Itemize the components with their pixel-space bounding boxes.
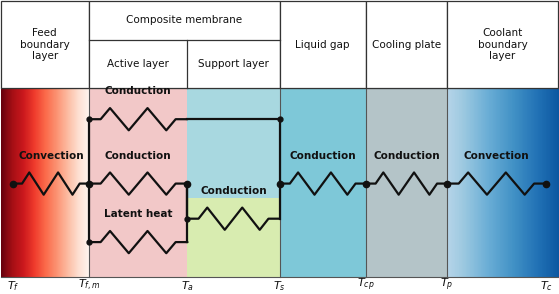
Text: $T_a$: $T_a$ xyxy=(181,280,194,293)
Bar xyxy=(1,1,89,88)
Text: Conduction: Conduction xyxy=(373,151,440,161)
Bar xyxy=(366,88,447,277)
Text: $T_s$: $T_s$ xyxy=(273,280,286,293)
Bar xyxy=(366,1,447,88)
Bar xyxy=(89,88,187,277)
Text: $T_{f,m}$: $T_{f,m}$ xyxy=(78,278,100,293)
Text: Conduction: Conduction xyxy=(200,186,267,196)
Text: Active layer: Active layer xyxy=(107,59,169,69)
Text: $T_p$: $T_p$ xyxy=(440,277,453,293)
Text: Liquid gap: Liquid gap xyxy=(296,40,350,50)
Text: Latent heat: Latent heat xyxy=(104,209,172,219)
Bar xyxy=(447,1,558,88)
Text: Support layer: Support layer xyxy=(198,59,269,69)
Text: Conduction: Conduction xyxy=(105,86,172,96)
Text: Conduction: Conduction xyxy=(105,151,172,161)
Bar xyxy=(280,88,366,277)
Text: Composite membrane: Composite membrane xyxy=(126,16,242,26)
Text: Convection: Convection xyxy=(18,151,84,161)
Text: $T_{cp}$: $T_{cp}$ xyxy=(357,277,375,293)
Text: Conduction: Conduction xyxy=(290,151,356,161)
Text: $T_f$: $T_f$ xyxy=(7,280,19,293)
Bar xyxy=(89,1,280,88)
Text: Cooling plate: Cooling plate xyxy=(372,40,441,50)
Text: $T_c$: $T_c$ xyxy=(539,280,552,293)
Text: Feed
boundary
layer: Feed boundary layer xyxy=(20,28,70,61)
Bar xyxy=(280,1,366,88)
Text: Convection: Convection xyxy=(463,151,529,161)
Bar xyxy=(187,198,280,277)
Bar xyxy=(187,88,280,198)
Text: Coolant
boundary
layer: Coolant boundary layer xyxy=(478,28,528,61)
